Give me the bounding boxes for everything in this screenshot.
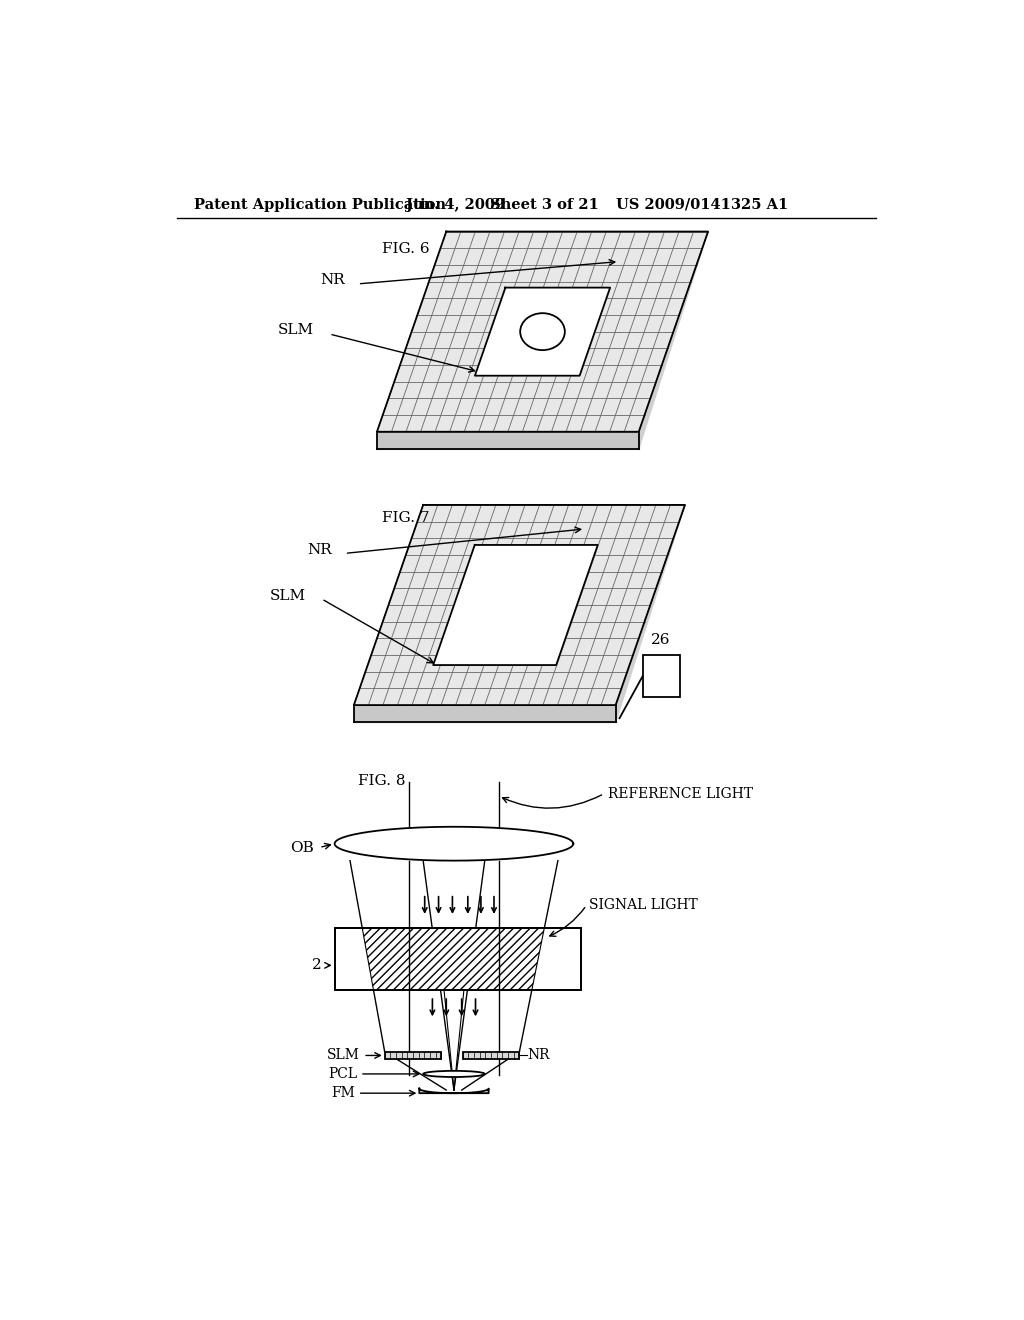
- Ellipse shape: [423, 1071, 484, 1077]
- Text: SLM: SLM: [270, 589, 306, 603]
- FancyBboxPatch shape: [643, 655, 680, 697]
- Text: OB: OB: [290, 841, 313, 854]
- Text: US 2009/0141325 A1: US 2009/0141325 A1: [615, 198, 787, 211]
- Text: NR: NR: [319, 273, 345, 286]
- Polygon shape: [639, 231, 708, 449]
- Polygon shape: [354, 705, 615, 722]
- Polygon shape: [419, 1089, 488, 1093]
- Text: REFERENCE LIGHT: REFERENCE LIGHT: [608, 787, 753, 801]
- Text: Sheet 3 of 21: Sheet 3 of 21: [490, 198, 599, 211]
- Polygon shape: [362, 928, 544, 990]
- Polygon shape: [354, 506, 685, 705]
- Text: FIG. 7: FIG. 7: [382, 511, 429, 525]
- Text: FM: FM: [332, 1086, 355, 1100]
- Text: SLM: SLM: [327, 1048, 360, 1063]
- Text: 26: 26: [651, 634, 671, 647]
- Text: NR: NR: [307, 543, 333, 557]
- Text: NR: NR: [527, 1048, 550, 1063]
- Polygon shape: [475, 288, 610, 376]
- Text: FIG. 6: FIG. 6: [382, 242, 429, 256]
- FancyBboxPatch shape: [463, 1052, 519, 1059]
- Text: FIG. 8: FIG. 8: [358, 775, 406, 788]
- Polygon shape: [433, 545, 598, 665]
- Polygon shape: [377, 432, 639, 449]
- Text: PCL: PCL: [329, 1067, 357, 1081]
- Text: SLM: SLM: [278, 323, 313, 337]
- Text: Patent Application Publication: Patent Application Publication: [194, 198, 445, 211]
- Text: SIGNAL LIGHT: SIGNAL LIGHT: [589, 899, 697, 912]
- Polygon shape: [377, 231, 708, 432]
- Polygon shape: [615, 506, 685, 722]
- Text: 2: 2: [311, 958, 322, 973]
- FancyBboxPatch shape: [385, 1052, 441, 1059]
- FancyBboxPatch shape: [335, 928, 581, 990]
- Polygon shape: [335, 826, 573, 861]
- Text: Jun. 4, 2009: Jun. 4, 2009: [407, 198, 505, 211]
